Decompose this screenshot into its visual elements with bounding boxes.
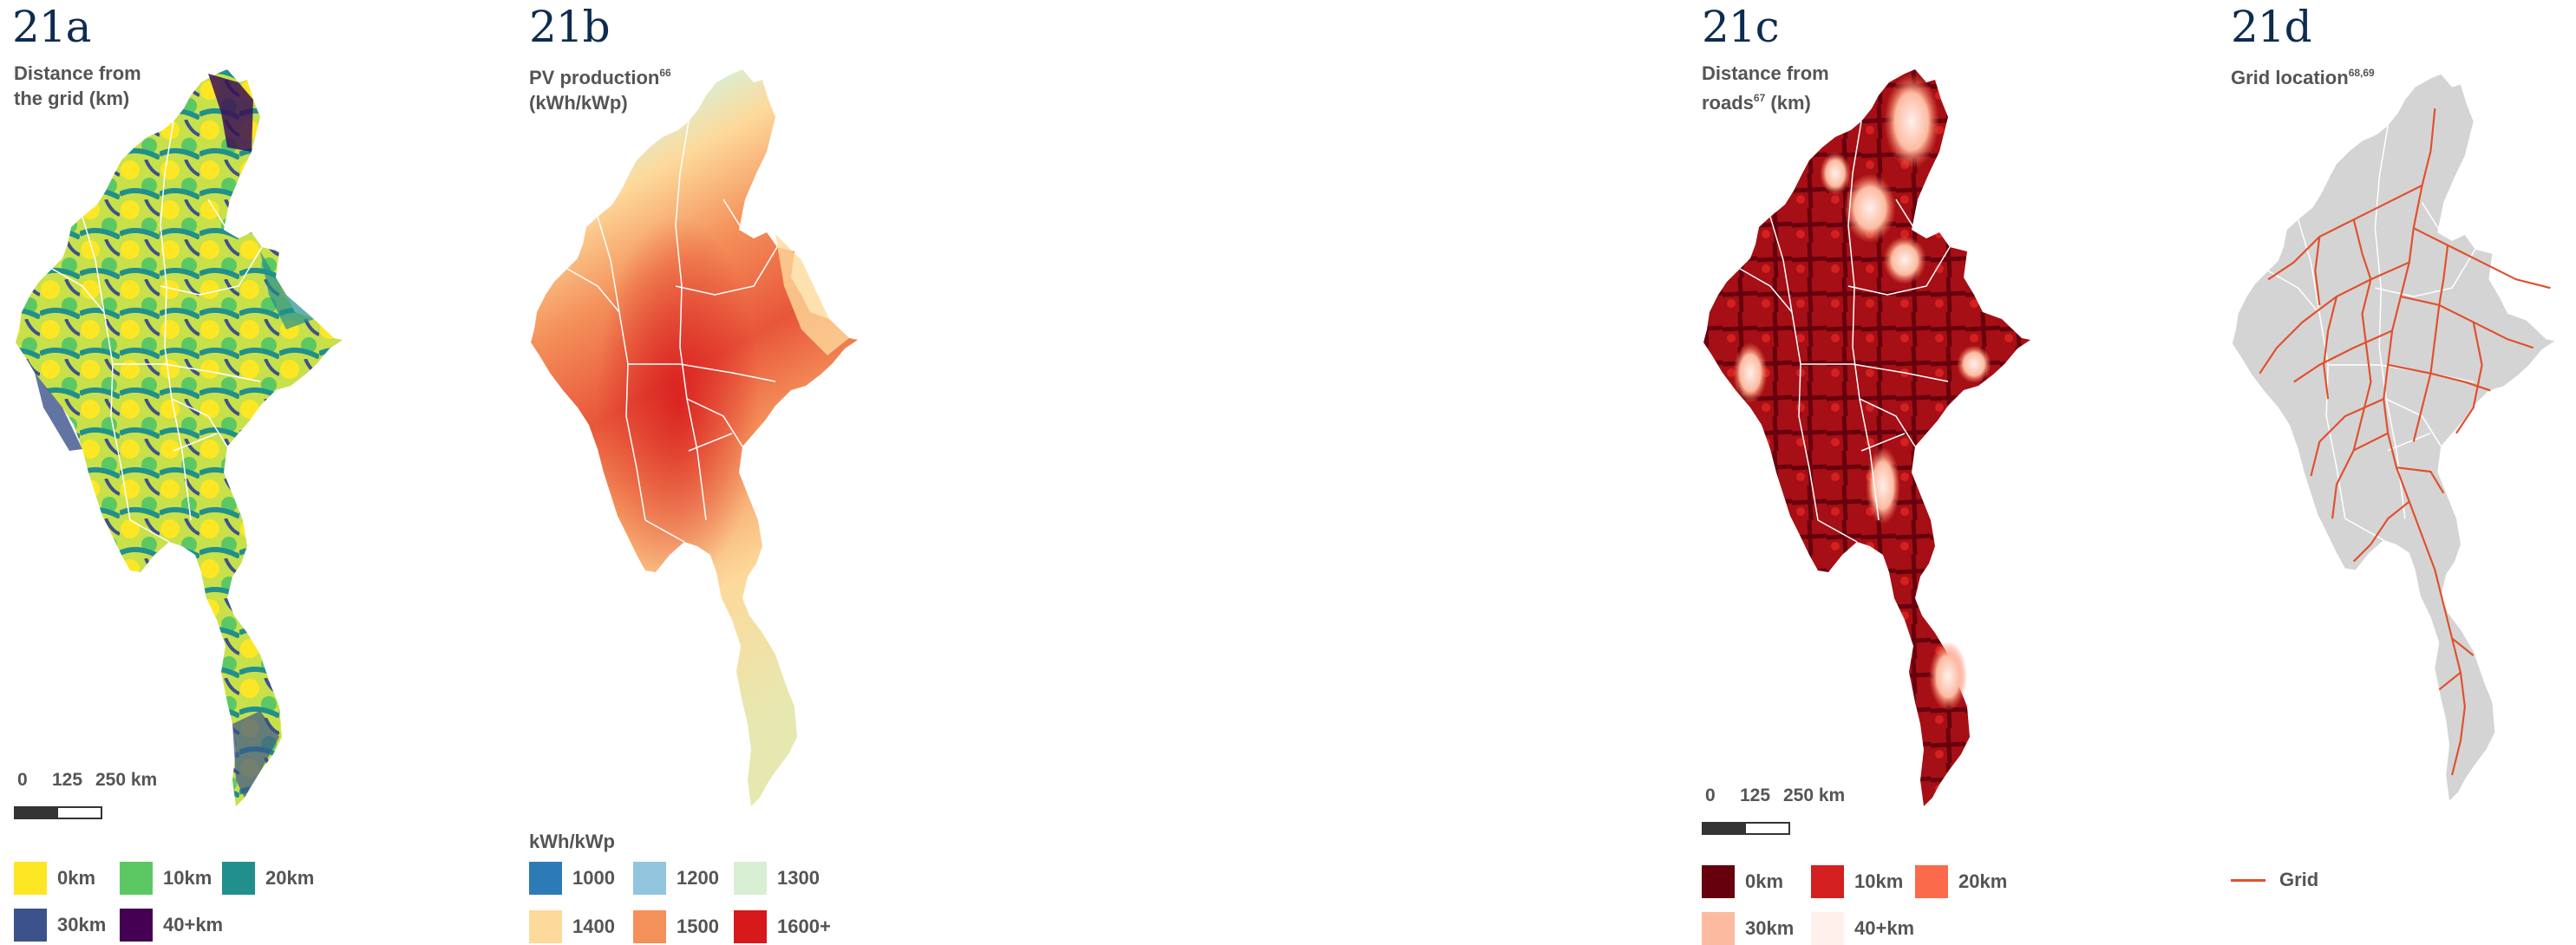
legend-title: kWh/kWp [529, 831, 615, 852]
legend-item: 1200 [633, 862, 719, 895]
scale-label-125: 125 [52, 770, 83, 790]
scale-graphic [1702, 822, 1790, 835]
legend-item: 1500 [633, 910, 719, 943]
grid-lines [2259, 108, 2551, 776]
panel-21c: 21c Distance from roads67 (km) 0 [1688, 0, 2174, 945]
legend-item: 1600+ [734, 910, 831, 943]
panel-21d: 21d Grid location68,69 Grid [2217, 0, 2576, 944]
map-grid-location [2232, 74, 2555, 801]
legend-item: 30km [14, 909, 106, 942]
legend-item: 10km [120, 862, 212, 895]
panel-number: 21d [2231, 2, 2312, 52]
legend-item: 0km [1702, 865, 1783, 898]
grid-line-swatch [2231, 878, 2265, 882]
scale-label-250: 250 km [95, 770, 158, 790]
legend-item: 20km [222, 862, 314, 895]
panel-21a: 21a Distance from the grid (km) 0 125 25… [0, 0, 486, 944]
map-pv-production [531, 69, 858, 806]
legend-item: 10km [1811, 865, 1903, 898]
map-distance-roads [1703, 69, 2030, 806]
scale-label-250: 250 km [1783, 785, 1846, 805]
legend-item: 40+km [120, 909, 223, 942]
scale-graphic [14, 806, 102, 819]
scale-label-0: 0 [17, 770, 28, 790]
legend-item: 1300 [734, 862, 820, 895]
panel-number: 21a [12, 2, 91, 52]
panel-title: PV production66 (kWh/kWp) [529, 67, 671, 114]
panel-number: 21c [1702, 2, 1780, 52]
legend-item: 1000 [529, 862, 615, 895]
panel-21b: 21b PV production66 (kWh/kWp) kWh/ [515, 0, 1001, 944]
legend-item: 1400 [529, 910, 615, 943]
map-distance-grid [16, 69, 343, 806]
scale-label-0: 0 [1705, 785, 1716, 805]
scale-label-125: 125 [1740, 785, 1771, 805]
legend-item: 20km [1915, 865, 2007, 898]
legend-item: 40+km [1811, 912, 1914, 945]
legend-item: 30km [1702, 912, 1794, 945]
legend-item: Grid [2231, 869, 2318, 891]
panel-title: Distance from roads67 (km) [1702, 62, 1829, 114]
panel-title: Distance from the grid (km) [14, 62, 141, 109]
panel-number: 21b [529, 2, 611, 52]
panel-title: Grid location68,69 [2231, 67, 2375, 88]
legend-item: 0km [14, 862, 95, 895]
